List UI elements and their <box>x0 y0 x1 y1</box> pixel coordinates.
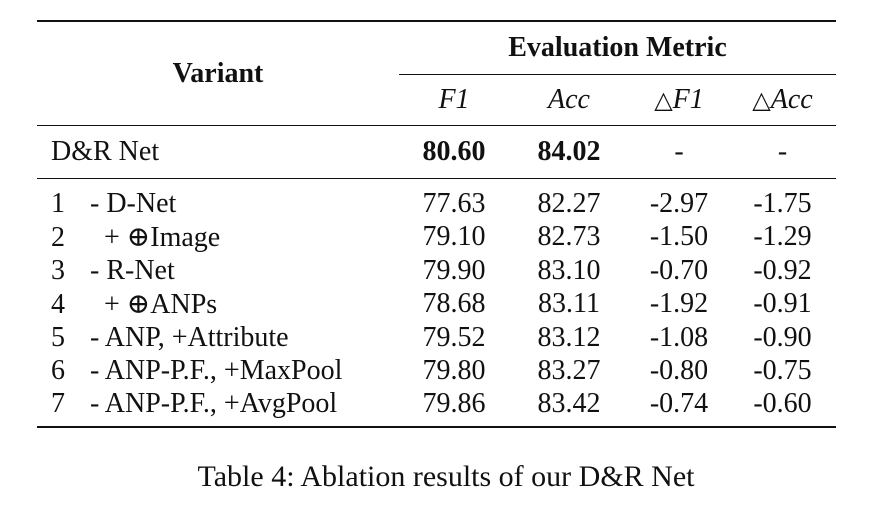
delta-f1-value: -1.08 <box>649 321 709 353</box>
f1-value: 79.52 <box>422 321 486 353</box>
table-row: 2 + ⊕Image 79.10 82.73 -1.50 -1.29 <box>37 220 836 254</box>
variant-label: - ANP-P.F., +AvgPool <box>83 387 338 419</box>
delta-icon: △ <box>752 88 771 114</box>
f1-value: 79.10 <box>422 221 486 252</box>
variant-name: 5 - ANP, +Attribute <box>37 321 399 354</box>
col-delta-f1: △F1 <box>629 75 729 126</box>
ablation-table-container: Variant Evaluation Metric F1 Acc △F1 △Ac… <box>37 20 836 428</box>
col-f1: F1 <box>438 84 470 115</box>
main-model-row: D&R Net 80.60 84.02 - - <box>37 125 836 179</box>
delta-f1-value: -0.70 <box>649 254 709 286</box>
f1-value: 78.68 <box>422 288 486 319</box>
delta-acc-value: -1.29 <box>753 221 812 252</box>
delta-acc-value: -0.75 <box>753 354 812 386</box>
variant-label: - D-Net <box>83 187 177 219</box>
acc-value: 83.42 <box>537 387 601 419</box>
variant-label: - ANP, +Attribute <box>83 321 289 353</box>
variant-index: 4 <box>51 289 65 320</box>
header-row-2: F1 Acc △F1 △Acc <box>37 75 836 126</box>
acc-value: 83.27 <box>537 354 601 386</box>
main-acc: 84.02 <box>537 136 601 167</box>
table-row: 3 - R-Net 79.90 83.10 -0.70 -0.92 <box>37 254 836 287</box>
table-row: 4 + ⊕ANPs 78.68 83.11 -1.92 -0.91 <box>37 287 836 321</box>
variant-label: - ANP-P.F., +MaxPool <box>83 354 343 386</box>
variant-name: 4 + ⊕ANPs <box>37 287 399 321</box>
col-delta-f1-label: F1 <box>672 84 704 115</box>
variant-index: 1 <box>51 187 65 219</box>
variant-label: - R-Net <box>83 254 175 286</box>
delta-f1-value: -0.74 <box>649 387 709 419</box>
delta-acc-value: -0.92 <box>753 254 812 286</box>
table-caption: Table 4: Ablation results of our D&R Net <box>197 460 695 493</box>
acc-value: 83.12 <box>537 321 601 353</box>
table-row: 5 - ANP, +Attribute 79.52 83.12 -1.08 -0.90 <box>37 321 836 354</box>
ablation-table: Variant Evaluation Metric F1 Acc △F1 △Ac… <box>37 20 836 428</box>
acc-value: 82.73 <box>537 221 601 252</box>
col-acc: Acc <box>548 84 590 115</box>
variant-index: 3 <box>51 254 65 286</box>
delta-f1-value: -2.97 <box>649 187 709 219</box>
f1-value: 79.90 <box>422 254 486 286</box>
col-delta-acc-label: Acc <box>770 84 813 115</box>
f1-value: 79.80 <box>422 354 486 386</box>
delta-f1-value: -1.50 <box>649 221 709 252</box>
f1-value: 77.63 <box>422 187 486 219</box>
main-f1: 80.60 <box>422 136 486 167</box>
acc-value: 82.27 <box>537 187 601 219</box>
evaluation-metric-header: Evaluation Metric <box>399 21 836 75</box>
variant-name: 2 + ⊕Image <box>37 220 399 254</box>
acc-value: 83.11 <box>538 288 600 319</box>
table-row: 7 - ANP-P.F., +AvgPool 79.86 83.42 -0.74 -0.… <box>37 387 836 427</box>
variant-name: 6 - ANP-P.F., +MaxPool <box>37 354 399 387</box>
variant-label: + ⊕Image <box>83 222 221 253</box>
main-model-name: D&R Net <box>51 136 160 167</box>
variant-name: 7 - ANP-P.F., +AvgPool <box>37 387 399 427</box>
variant-index: 5 <box>51 321 65 353</box>
variant-index: 7 <box>51 387 65 419</box>
variant-name: 1 - D-Net <box>37 179 399 221</box>
col-delta-acc: △Acc <box>729 75 836 126</box>
variant-index: 2 <box>51 222 65 253</box>
variant-label: + ⊕ANPs <box>83 289 218 320</box>
header-row-1: Variant Evaluation Metric <box>37 21 836 89</box>
delta-f1-value: -0.80 <box>649 354 709 386</box>
main-delta-acc: - <box>777 136 788 167</box>
delta-acc-value: -0.91 <box>753 288 812 319</box>
table-row: 6 - ANP-P.F., +MaxPool 79.80 83.27 -0.80 -0.… <box>37 354 836 387</box>
ablation-rows: 1 - D-Net 77.63 82.27 -2.97 -1.75 2 + ⊕Image 7… <box>37 178 836 427</box>
main-delta-f1: - <box>674 136 684 167</box>
variant-index: 6 <box>51 354 65 386</box>
variant-name: 3 - R-Net <box>37 254 399 287</box>
f1-value: 79.86 <box>422 387 486 419</box>
variant-header: Variant <box>172 57 264 89</box>
delta-acc-value: -0.90 <box>753 321 812 353</box>
delta-icon: △ <box>654 88 673 114</box>
delta-f1-value: -1.92 <box>649 288 709 319</box>
acc-value: 83.10 <box>537 254 601 286</box>
table-row: 1 - D-Net 77.63 82.27 -2.97 -1.75 <box>37 178 836 221</box>
delta-acc-value: -0.60 <box>753 387 812 419</box>
delta-acc-value: -1.75 <box>753 187 812 219</box>
